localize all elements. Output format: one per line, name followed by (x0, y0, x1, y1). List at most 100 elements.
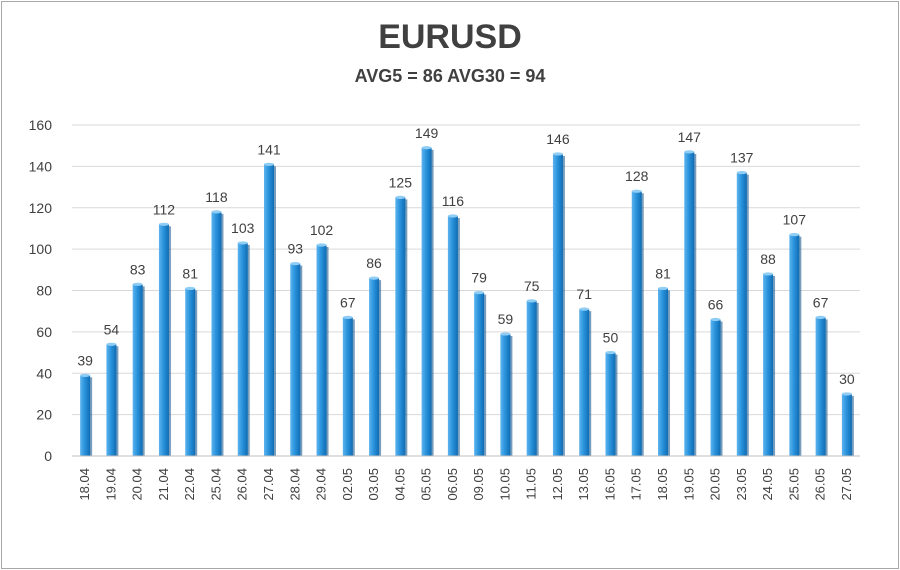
bar (158, 222, 171, 456)
bar (552, 152, 565, 456)
data-label: 67 (813, 294, 829, 310)
chart-subtitle: AVG5 = 86 AVG30 = 94 (354, 66, 546, 86)
x-tick-label: 05.05 (419, 468, 434, 501)
data-label: 146 (546, 131, 570, 147)
bar-top (605, 350, 616, 355)
bar-body (763, 273, 774, 456)
x-tick-label: 12.05 (550, 468, 565, 501)
x-tick-label: 11.05 (524, 468, 539, 500)
data-label: 102 (310, 222, 334, 238)
data-label: 128 (625, 168, 649, 184)
data-label: 93 (287, 241, 303, 257)
bar-top (631, 189, 642, 193)
x-tick-label: 21.04 (156, 468, 171, 501)
bar-body (605, 352, 616, 456)
data-label: 149 (415, 125, 439, 141)
bar-top (158, 222, 169, 226)
bar (80, 373, 93, 456)
data-label: 137 (730, 150, 754, 166)
bar-top (369, 276, 380, 280)
data-label: 66 (708, 296, 724, 312)
bar-body (237, 242, 248, 456)
x-tick-label: 26.05 (813, 468, 828, 501)
bar (789, 233, 802, 456)
y-tick-label: 40 (36, 365, 52, 381)
bar-body (185, 288, 196, 456)
bar (710, 317, 723, 456)
data-label: 79 (471, 270, 487, 286)
y-tick-label: 0 (44, 448, 52, 464)
bar-body (736, 172, 747, 457)
bar-body (684, 151, 695, 457)
x-tick-label: 19.04 (103, 468, 118, 501)
bar-body (447, 216, 458, 456)
bar (395, 195, 408, 456)
bar-top (106, 342, 117, 346)
bar-body (395, 197, 406, 456)
bar-body (80, 375, 91, 456)
bar (500, 332, 513, 456)
bar-top (658, 286, 668, 291)
bar-top (841, 392, 852, 396)
x-tick-label: 03.05 (366, 468, 381, 501)
x-tick-label: 18.05 (655, 468, 670, 501)
bar-top (342, 315, 353, 319)
bar-body (710, 319, 721, 456)
bar-top (237, 241, 248, 245)
data-label: 67 (340, 294, 356, 310)
data-label: 75 (524, 278, 540, 294)
bar-top (815, 315, 826, 319)
data-label: 54 (104, 321, 120, 337)
bar (658, 286, 670, 456)
x-tick-label: 28.04 (287, 468, 302, 501)
bar-body (789, 234, 800, 456)
data-label: 141 (257, 141, 281, 157)
x-tick-label: 22.04 (182, 468, 197, 501)
data-label: 116 (442, 193, 465, 209)
bar-top (579, 307, 590, 311)
bar-body (841, 393, 852, 456)
bar-top (395, 195, 406, 200)
y-tick-label: 100 (29, 241, 53, 257)
bar-top (290, 262, 301, 266)
x-tick-label: 25.04 (208, 468, 223, 501)
bar (631, 189, 644, 456)
x-tick-label: 20.04 (130, 468, 145, 501)
bar-top (789, 233, 800, 237)
bar-top (526, 299, 537, 303)
data-label: 147 (678, 129, 702, 145)
x-tick-label: 18.04 (77, 468, 92, 501)
bar-body (342, 317, 353, 456)
x-tick-label: 25.05 (786, 468, 801, 501)
x-tick-label: 16.05 (602, 468, 617, 501)
bar (132, 282, 145, 456)
bar-body (631, 191, 642, 456)
bar-top (684, 150, 695, 154)
data-label: 39 (77, 352, 93, 368)
bar-body (290, 263, 301, 456)
bar-body (474, 292, 485, 456)
data-label: 81 (655, 265, 671, 281)
data-label: 88 (760, 251, 776, 267)
bar-top (132, 282, 143, 286)
data-label: 125 (389, 174, 413, 190)
x-tick-label: 24.05 (760, 468, 775, 501)
x-tick-label: 29.04 (314, 468, 329, 501)
bar (684, 150, 697, 457)
bar-body (658, 288, 668, 456)
data-label: 112 (153, 201, 176, 217)
y-tick-label: 160 (29, 117, 53, 133)
bar-top (552, 152, 563, 156)
bar (342, 315, 355, 456)
bar (316, 243, 329, 456)
bar (815, 315, 828, 456)
x-tick-label: 19.05 (681, 468, 696, 501)
y-tick-label: 20 (36, 407, 52, 423)
bar (421, 146, 434, 456)
bar-top (763, 272, 774, 276)
x-tick-label: 27.04 (261, 468, 276, 501)
bar-body (500, 333, 511, 456)
bar (736, 170, 749, 457)
bar-body (211, 211, 222, 456)
